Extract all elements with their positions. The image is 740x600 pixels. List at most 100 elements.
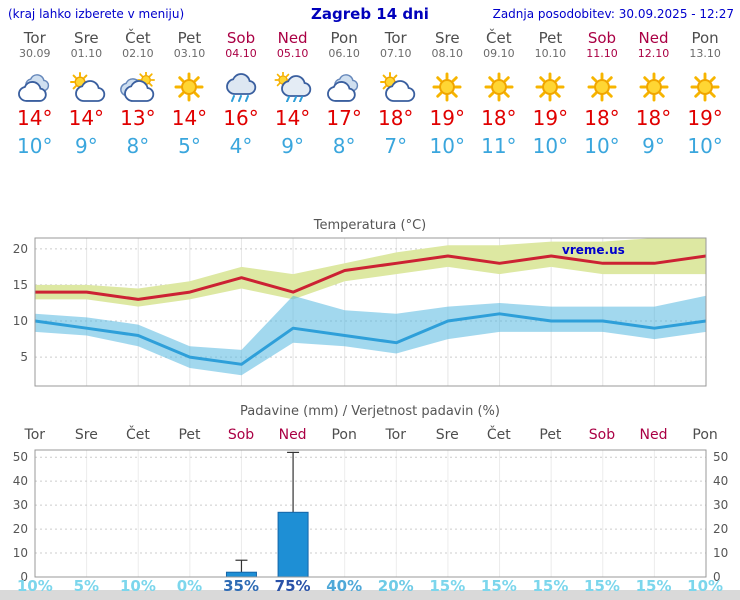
sunny-icon	[479, 72, 519, 102]
precip-probability: 5%	[73, 577, 100, 595]
forecast-strip: Tor 30.09 14° 10° Sre 01.10 14° 9° Čet 02.10 13° 8°…	[9, 30, 731, 160]
temp-min: 8°	[126, 134, 150, 158]
day-name: Sob	[226, 29, 256, 47]
temp-min: 9°	[74, 134, 98, 158]
sunny-icon	[427, 72, 467, 102]
sunny-icon	[530, 72, 570, 102]
temp-min: 10°	[687, 134, 723, 158]
day-name: Pon	[691, 29, 719, 47]
precipitation-chart: 0 0 10 10 20 20 30 30 40 40 50 50	[13, 449, 728, 582]
day-date: 11.10	[586, 47, 618, 60]
precip-probability: 40%	[326, 577, 363, 595]
day-column[interactable]: Sre 08.10 19° 10°	[422, 30, 474, 160]
svg-text:10: 10	[713, 546, 728, 560]
temp-max: 13°	[120, 106, 156, 130]
day-date: 10.10	[534, 47, 567, 60]
temp-max: 18°	[377, 106, 414, 130]
menu-hint: (kraj lahko izberete v meniju)	[8, 7, 185, 21]
temp-min: 10°	[429, 134, 465, 158]
day-column[interactable]: Pet 03.10 14° 5°	[164, 30, 216, 160]
svg-text:20: 20	[713, 522, 728, 536]
day-column[interactable]: Ned 05.10 14° 9°	[267, 30, 319, 160]
day-name: Pon	[330, 29, 358, 47]
precip-probability: 15%	[532, 577, 569, 595]
svg-text:0: 0	[713, 570, 721, 582]
vreme-watermark-link[interactable]: vreme.us	[562, 243, 625, 257]
mostly-cloudy-icon	[118, 72, 158, 102]
precip-day-label: Pon	[331, 427, 357, 443]
precip-probability: 0%	[176, 577, 203, 595]
temperature-chart: 5 10 15 20 vreme.us	[13, 237, 707, 387]
day-column[interactable]: Sob 11.10 18° 10°	[576, 30, 628, 160]
day-column[interactable]: Pon 06.10 17° 8°	[318, 30, 370, 160]
day-date: 02.10	[122, 47, 154, 60]
temp-max: 14°	[274, 106, 311, 130]
day-column[interactable]: Sre 01.10 14° 9°	[61, 30, 113, 160]
day-column[interactable]: Čet 09.10 18° 11°	[473, 30, 525, 160]
temp-min: 9°	[642, 134, 665, 158]
svg-text:30: 30	[713, 498, 728, 512]
svg-text:50: 50	[713, 450, 728, 464]
precip-probability: 35%	[223, 577, 259, 595]
page-title: Zagreb 14 dni	[311, 5, 429, 23]
header-bar: (kraj lahko izberete v meniju) Zagreb 14…	[0, 4, 740, 26]
day-name: Ned	[638, 29, 669, 47]
day-name: Sre	[74, 29, 99, 47]
precip-day-label: Pet	[539, 427, 562, 443]
svg-text:15: 15	[13, 278, 28, 292]
precip-day-label: Čet	[486, 427, 511, 443]
day-name: Pet	[538, 29, 563, 47]
precip-day-label: Čet	[125, 427, 150, 443]
precip-day-label: Sob	[227, 427, 255, 443]
precip-day-label: Tor	[385, 427, 406, 443]
precipitation-day-labels: Tor Sre Čet Pet Sob Ned Pon Tor Sre Čet Pet Sob Ned P…	[9, 426, 731, 444]
svg-text:5: 5	[20, 350, 28, 364]
temperature-chart-title: Temperatura (°C)	[313, 218, 427, 233]
temp-min: 10°	[584, 134, 620, 158]
svg-text:20: 20	[13, 242, 28, 256]
precip-day-label: Ned	[639, 427, 668, 443]
day-name: Pet	[177, 29, 202, 47]
temp-max: 18°	[584, 106, 620, 130]
temp-min: 10°	[17, 134, 53, 158]
day-date: 06.10	[328, 47, 360, 60]
temp-min: 4°	[229, 134, 253, 158]
day-date: 04.10	[225, 47, 257, 60]
temp-min: 11°	[481, 134, 517, 158]
precip-probability: 10%	[119, 577, 156, 595]
temp-max: 19°	[429, 106, 465, 130]
day-column[interactable]: Ned 12.10 18° 9°	[628, 30, 680, 160]
svg-text:30: 30	[13, 498, 28, 512]
day-column[interactable]: Pet 10.10 19° 10°	[525, 30, 577, 160]
day-column[interactable]: Tor 30.09 14° 10°	[9, 30, 61, 160]
day-column[interactable]: Tor 07.10 18° 7°	[370, 30, 422, 160]
last-update: Zadnja posodobitev: 30.09.2025 - 12:27	[492, 7, 734, 21]
day-date: 03.10	[173, 47, 206, 60]
precip-day-label: Sre	[435, 427, 459, 443]
rain-icon	[226, 73, 257, 102]
rain-sun-icon	[273, 72, 313, 102]
temp-max: 18°	[635, 106, 672, 130]
bottom-strip	[0, 590, 740, 600]
temp-max: 19°	[687, 106, 723, 130]
temp-min: 9°	[281, 134, 304, 158]
temp-max: 17°	[326, 106, 362, 130]
temp-min: 7°	[384, 134, 408, 158]
day-date: 07.10	[379, 47, 412, 60]
precip-day-label: Tor	[24, 427, 46, 443]
day-date: 08.10	[431, 47, 464, 60]
day-column[interactable]: Čet 02.10 13° 8°	[112, 30, 164, 160]
precip-probability: 15%	[429, 577, 466, 595]
temp-max: 14°	[17, 106, 53, 130]
day-name: Sob	[587, 29, 617, 47]
partly-cloudy-icon	[66, 72, 106, 102]
svg-text:50: 50	[13, 450, 28, 464]
cloudy-icon	[17, 73, 50, 102]
precip-day-label: Ned	[278, 427, 307, 443]
day-column[interactable]: Pon 13.10 19° 10°	[679, 30, 731, 160]
svg-text:20: 20	[13, 522, 28, 536]
temp-max: 14°	[171, 106, 208, 130]
day-column[interactable]: Sob 04.10 16° 4°	[215, 30, 267, 160]
precip-probability: 75%	[274, 577, 311, 595]
temp-min: 8°	[332, 134, 356, 158]
